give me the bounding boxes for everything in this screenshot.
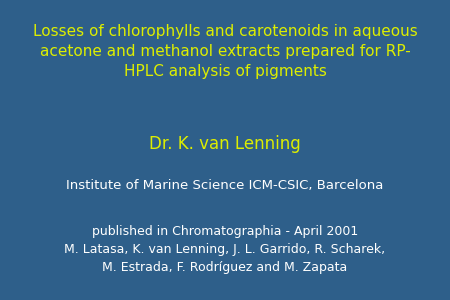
Text: published in Chromatographia - April 2001
M. Latasa, K. van Lenning, J. L. Garri: published in Chromatographia - April 200… [64, 224, 386, 274]
Text: Dr. K. van Lenning: Dr. K. van Lenning [149, 135, 301, 153]
Text: Institute of Marine Science ICM-CSIC, Barcelona: Institute of Marine Science ICM-CSIC, Ba… [66, 179, 384, 193]
Text: Losses of chlorophylls and carotenoids in aqueous
acetone and methanol extracts : Losses of chlorophylls and carotenoids i… [32, 24, 418, 79]
